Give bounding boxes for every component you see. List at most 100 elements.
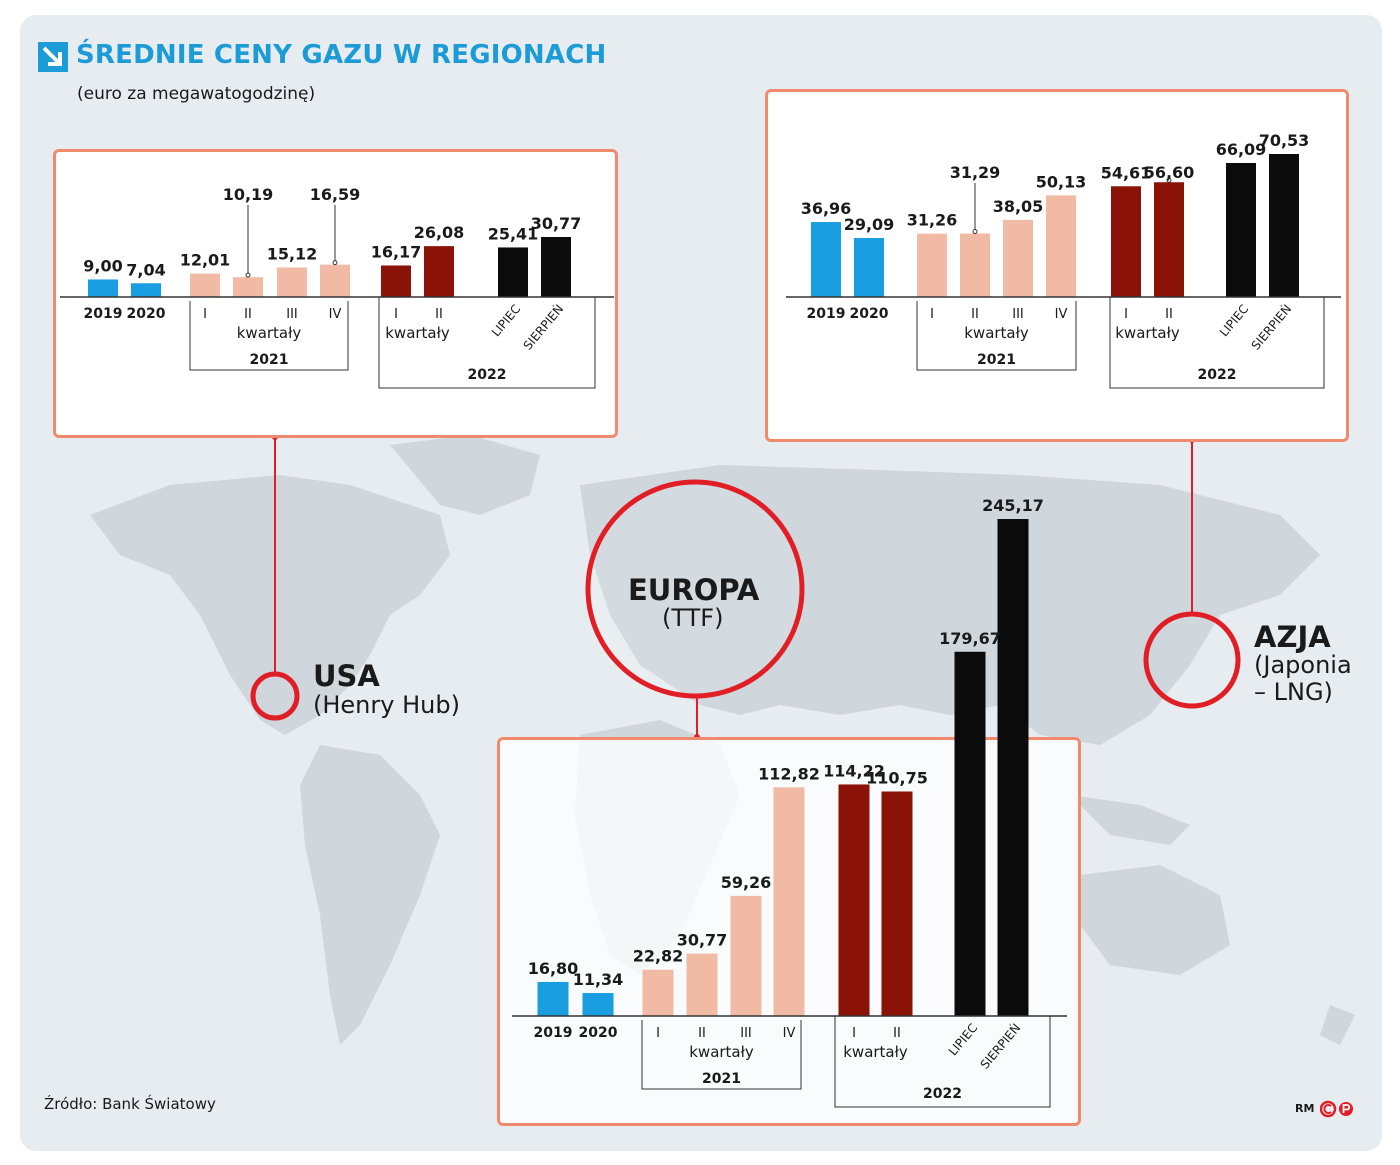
- asia-value-label: 31,29: [950, 163, 1001, 182]
- usa-value-label: 16,17: [371, 242, 422, 261]
- asia-bar: [854, 238, 884, 297]
- usa-bar: [381, 265, 411, 297]
- usa-sublabel: (Henry Hub): [313, 691, 460, 719]
- author-credit: RM: [1295, 1102, 1315, 1115]
- asia-value-label: 38,05: [993, 197, 1044, 216]
- usa-leader-dot: [245, 272, 251, 278]
- usa-year-2022: 2022: [468, 367, 507, 383]
- europe-chart-panel: 16,80 11,34 22,82 30,77 59,26 112,82 114,22 110…: [497, 496, 1081, 1126]
- cp-logo-icon: [1320, 1100, 1353, 1118]
- asia-tick-label: II: [1165, 307, 1173, 322]
- usa-label: USA: [313, 659, 380, 693]
- asia-kwartaly-2022: kwartały: [1115, 324, 1180, 342]
- europe-year-2022: 2022: [923, 1086, 962, 1102]
- europe-value-label: 245,17: [982, 496, 1044, 515]
- asia-tick-label: 2020: [850, 306, 889, 322]
- asia-bracket-2021: [916, 301, 1077, 371]
- asia-tick-label: SIERPIEŃ: [1248, 301, 1294, 352]
- europe-bar: [838, 784, 870, 1016]
- asia-bars: [811, 154, 1299, 297]
- asia-value-label: 36,96: [801, 199, 852, 218]
- europe-location-marker: [585, 479, 805, 699]
- usa-bar: [233, 277, 263, 297]
- usa-bar: [277, 267, 307, 297]
- source-note: Źródło: Bank Światowy: [44, 1095, 216, 1113]
- asia-location-marker: [1143, 611, 1241, 709]
- usa-value-label: 10,19: [223, 185, 274, 204]
- asia-chart-panel: 36,96 29,09 31,26 31,29 38,05 50,13 54,61 56,60…: [765, 89, 1349, 442]
- asia-value-label: 54,61: [1101, 163, 1152, 182]
- asia-leader-dot: [972, 229, 978, 235]
- asia-value-label: 50,13: [1036, 172, 1087, 191]
- usa-value-label: 9,00: [83, 256, 122, 275]
- usa-bar: [541, 237, 571, 297]
- asia-tick-label: LIPIEC: [1217, 302, 1251, 339]
- asia-bar: [1046, 195, 1076, 297]
- asia-year-2022: 2022: [1198, 367, 1237, 383]
- usa-value-label: 25,41: [488, 224, 539, 243]
- usa-chart-panel: 9,00 7,04 12,01 10,19 15,12 16,59 16,17 26,08 25…: [53, 149, 618, 438]
- asia-value-label: 70,53: [1259, 131, 1310, 150]
- asia-value-label: 66,09: [1216, 140, 1267, 159]
- asia-tick-label: III: [1012, 307, 1024, 322]
- usa-tick-label: I: [394, 307, 398, 322]
- usa-tick-label: 2019: [84, 306, 123, 322]
- usa-kwartaly-2021: kwartały: [237, 324, 302, 342]
- usa-tick-label: LIPIEC: [489, 302, 523, 339]
- europe-value-label: 112,82: [758, 764, 820, 783]
- europe-tick-label: III: [740, 1026, 752, 1041]
- usa-tick-label: III: [286, 307, 298, 322]
- usa-value-label: 30,77: [531, 214, 582, 233]
- europe-value-label: 59,26: [721, 873, 772, 892]
- europe-value-label: 16,80: [528, 959, 579, 978]
- asia-tick-label: IV: [1055, 307, 1068, 322]
- asia-bar: [1111, 186, 1141, 297]
- usa-bar: [424, 246, 454, 297]
- europe-value-label: 114,22: [823, 761, 885, 780]
- europe-sublabel: (TTF): [662, 604, 724, 632]
- usa-tick-label: II: [244, 307, 252, 322]
- europe-bars: [537, 519, 1029, 1016]
- usa-tick-label: 2020: [127, 306, 166, 322]
- asia-bar: [1003, 219, 1033, 297]
- asia-bar: [1154, 182, 1184, 297]
- europe-kwartaly-2022: kwartały: [843, 1043, 908, 1061]
- europe-bar: [686, 953, 718, 1016]
- usa-bracket-2021: [189, 301, 349, 371]
- europe-label: EUROPA: [628, 573, 760, 607]
- asia-year-2021: 2021: [977, 352, 1016, 368]
- europe-tick-label: 2020: [579, 1025, 618, 1041]
- europe-value-label: 179,67: [939, 629, 1001, 648]
- europe-bar: [954, 651, 986, 1016]
- asia-value-label: 29,09: [844, 215, 895, 234]
- asia-bar: [917, 233, 947, 297]
- europe-value-label: 22,82: [633, 947, 684, 966]
- usa-location-marker: [250, 671, 300, 721]
- usa-value-label: 7,04: [126, 260, 165, 279]
- europe-bar: [582, 993, 614, 1016]
- europe-value-label: 30,77: [677, 931, 728, 950]
- usa-kwartaly-2022: kwartały: [385, 324, 450, 342]
- europe-tick-label: II: [698, 1026, 706, 1041]
- europe-value-label: 11,34: [573, 970, 624, 989]
- usa-bar: [498, 247, 528, 297]
- usa-year-2021: 2021: [250, 352, 289, 368]
- asia-value-label: 31,26: [907, 211, 958, 230]
- usa-tick-label: IV: [329, 307, 342, 322]
- asia-kwartaly-2021: kwartały: [964, 324, 1029, 342]
- europe-tick-label: 2019: [534, 1025, 573, 1041]
- europe-tick-label: LIPIEC: [946, 1021, 980, 1058]
- europe-tick-label: SIERPIEŃ: [977, 1020, 1023, 1071]
- usa-bar: [190, 273, 220, 297]
- asia-bar: [960, 233, 990, 297]
- page-subtitle: (euro za megawatogodzinę): [77, 84, 316, 104]
- usa-bars: [88, 237, 571, 297]
- usa-tick-label: SIERPIEŃ: [520, 301, 566, 352]
- usa-value-label: 26,08: [414, 223, 465, 242]
- asia-leader-dot: [1166, 177, 1172, 183]
- asia-tick-label: I: [930, 307, 934, 322]
